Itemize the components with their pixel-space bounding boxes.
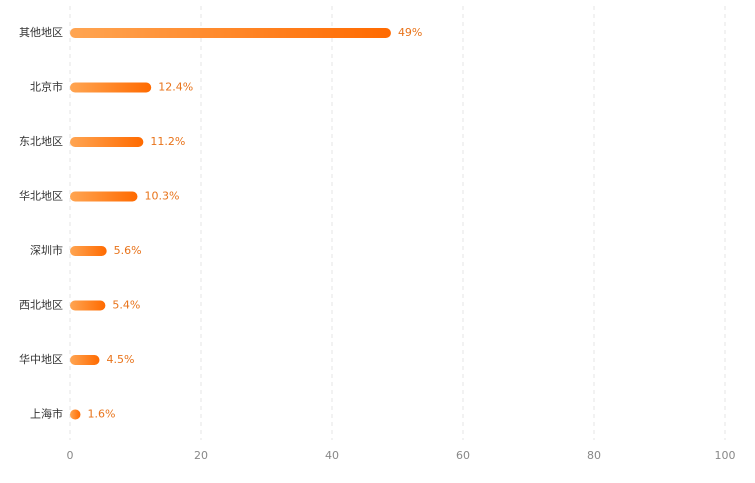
x-tick-label: 40 [325,449,339,462]
value-label: 49% [398,26,422,39]
category-label: 西北地区 [19,299,63,312]
value-label: 5.4% [112,299,140,312]
x-tick-label: 80 [587,449,601,462]
bar [70,191,138,202]
value-label: 1.6% [87,408,115,421]
value-label: 12.4% [158,81,193,94]
category-label: 上海市 [30,407,63,421]
category-label: 北京市 [30,80,63,94]
category-label: 东北地区 [19,135,63,148]
bar [70,28,391,38]
value-label: 5.6% [114,244,142,257]
value-label: 11.2% [150,135,185,148]
category-label: 其他地区 [19,26,63,39]
bar [70,300,106,311]
category-label: 华北地区 [19,189,63,203]
value-label: 10.3% [144,190,179,203]
x-tick-label: 20 [194,449,208,462]
bar [70,409,81,420]
bar [70,82,152,93]
category-label: 华中地区 [19,352,63,366]
bar [70,355,100,365]
value-label: 4.5% [106,353,134,366]
x-tick-label: 100 [715,449,736,462]
bar [70,137,144,147]
x-tick-label: 0 [67,449,74,462]
bar [70,246,107,256]
x-tick-label: 60 [456,449,470,462]
category-label: 深圳市 [30,243,63,257]
